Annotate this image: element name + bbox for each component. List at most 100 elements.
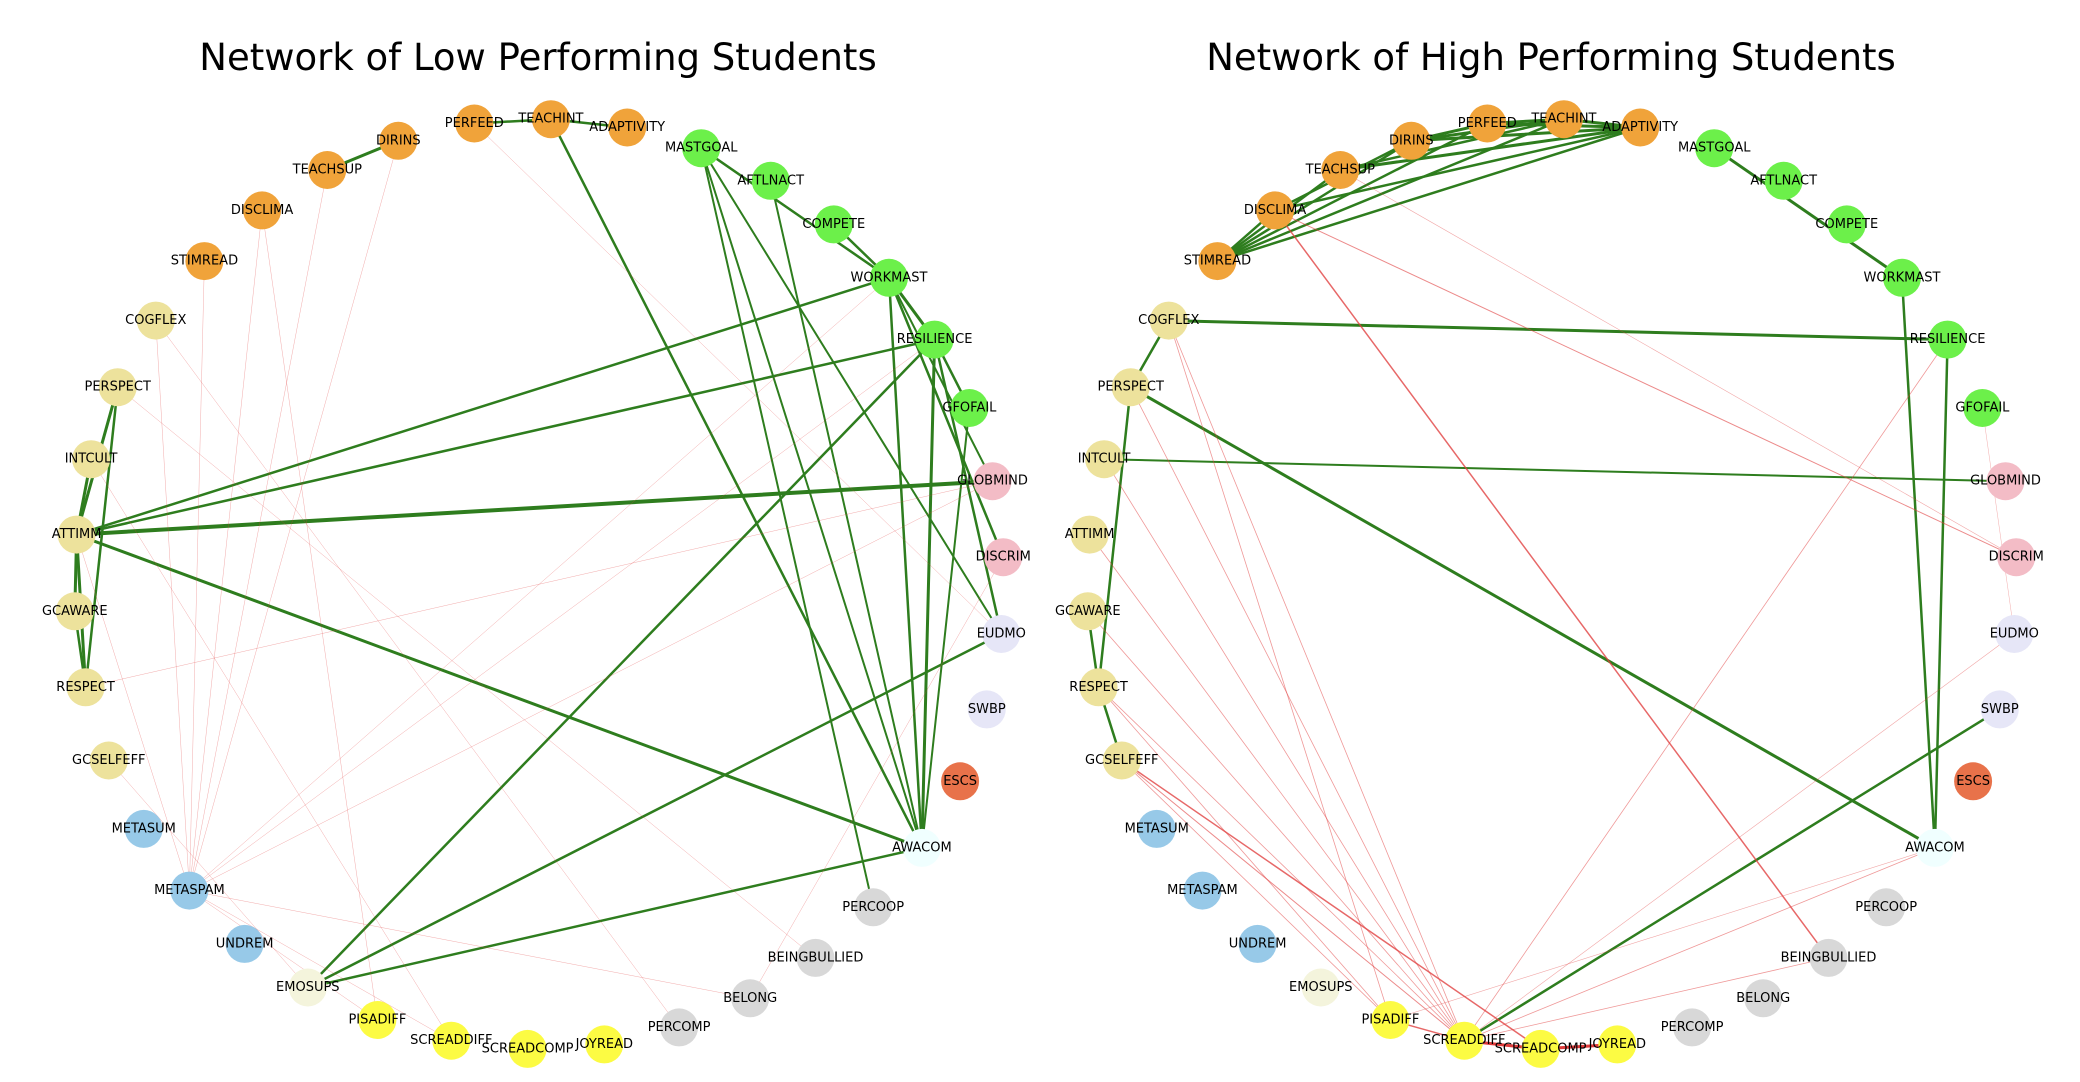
node-circle-dirins — [379, 121, 418, 160]
edge-attimm-globmind — [74, 479, 995, 537]
high-performing-edges — [1086, 117, 2017, 1051]
node-label-eudmo: EUDMO — [977, 627, 1026, 642]
edge-teachsup-discrim — [1340, 169, 2017, 558]
edge-intcult-globmind — [1103, 458, 2007, 483]
node-label-cogflex: COGFLEX — [125, 313, 186, 328]
node-circle-percoop — [854, 888, 893, 927]
node-stimread: STIMREAD — [1184, 242, 1251, 281]
edge-resilience-cogflex — [1167, 319, 1950, 342]
node-metaspam: METASPAM — [1167, 871, 1238, 910]
edge-belong-discrim — [749, 556, 1004, 999]
edge-metaspam-globmind — [189, 480, 993, 891]
edge-aftlnact-awacom — [769, 179, 923, 849]
node-circle-stimread — [185, 242, 224, 281]
node-perspect: PERSPECT — [1097, 368, 1164, 407]
node-label-adaptivity: ADAPTIVITY — [589, 120, 665, 135]
node-resilience: RESILIENCE — [1910, 320, 1985, 359]
node-compete: COMPETE — [1815, 205, 1878, 244]
node-discrim: DISCRIM — [976, 538, 1031, 577]
node-label-respect: RESPECT — [56, 680, 115, 695]
node-intcult: INTCULT — [1078, 440, 1131, 479]
node-dirins: DIRINS — [1389, 121, 1434, 160]
node-circle-mastgoal — [682, 129, 721, 168]
edge-workmast-attimm — [75, 276, 891, 536]
edge-emosups-awacom — [306, 846, 924, 989]
edge-resilience-awacom — [1933, 338, 1949, 850]
edge-screaddiff-cogflex — [1168, 320, 1465, 1042]
node-label-discrim: DISCRIM — [976, 550, 1031, 565]
edge-percomp-cogflex — [155, 320, 680, 1028]
node-swbp: SWBP — [1980, 690, 2019, 729]
node-label-teachsup: TEACHSUP — [292, 163, 362, 178]
node-label-dirins: DIRINS — [376, 133, 421, 148]
node-label-adaptivity: ADAPTIVITY — [1602, 120, 1678, 135]
edge-workmast-awacom — [1900, 276, 1937, 850]
node-discrim: DISCRIM — [1989, 538, 2044, 577]
node-label-emosups: EMOSUPS — [276, 980, 340, 995]
node-label-mastgoal: MASTGOAL — [1678, 141, 1751, 156]
node-label-disclima: DISCLIMA — [1244, 203, 1306, 218]
edge-metaspam-workmast — [189, 277, 890, 891]
node-label-gfofail: GFOFAIL — [1955, 401, 2010, 416]
edge-perspect-respect — [1097, 385, 1132, 689]
edge-metaspam-stimread — [189, 260, 205, 891]
node-circle-intcult — [72, 440, 111, 479]
edge-teachsup-teachint — [1339, 117, 1566, 172]
node-circle-perfeed — [455, 104, 494, 143]
node-perfeed: PERFEED — [1458, 104, 1517, 143]
node-workmast: WORKMAST — [1864, 258, 1941, 297]
node-label-screaddiff: SCREADDIFF — [1423, 1033, 1505, 1048]
node-label-gcselfeff: GCSELFEFF — [1085, 753, 1159, 768]
node-label-compete: COMPETE — [802, 217, 865, 232]
node-label-screadcomp: SCREADCOMP — [1495, 1041, 1587, 1056]
edge-metaspam-teachsup — [189, 169, 328, 891]
node-disclima: DISCLIMA — [1244, 191, 1306, 230]
node-circle-perspect — [1111, 368, 1150, 407]
node-label-beingbullied: BEINGBULLIED — [768, 950, 864, 965]
node-circle-percomp — [1673, 1008, 1712, 1047]
node-teachint: TEACHINT — [1530, 100, 1597, 139]
node-circle-stimread — [1198, 242, 1237, 281]
node-label-percoop: PERCOOP — [842, 900, 904, 915]
node-label-awacom: AWACOM — [1905, 840, 1965, 855]
node-circle-compete — [1827, 205, 1866, 244]
node-circle-workmast — [870, 258, 908, 297]
node-circle-awacom — [902, 828, 941, 867]
node-label-pisadiff: PISADIFF — [348, 1013, 406, 1028]
edge-emosups-eudmo — [306, 632, 1003, 989]
node-label-percoop: PERCOOP — [1855, 900, 1917, 915]
node-label-gcaware: GCAWARE — [42, 604, 108, 619]
edge-metaspam-dirins — [189, 140, 399, 891]
node-circle-teachsup — [308, 151, 347, 189]
node-circle-emosups — [1301, 968, 1340, 1007]
node-label-perfeed: PERFEED — [445, 116, 504, 131]
node-circle-resilience — [1928, 320, 1967, 359]
node-screadcomp: SCREADCOMP — [482, 1029, 574, 1068]
node-mastgoal: MASTGOAL — [665, 129, 738, 168]
edge-perspect-respect — [84, 385, 119, 689]
edge-perspect-beingbullied — [117, 386, 816, 959]
node-respect: RESPECT — [56, 668, 115, 707]
low-performing-network-panel: Network of Low Performing Students PERFE… — [42, 36, 1031, 1068]
high-performing-panel-title: Network of High Performing Students — [1206, 36, 1896, 79]
node-eudmo: EUDMO — [977, 615, 1026, 653]
node-circle-teachint — [531, 100, 570, 139]
node-teachint: TEACHINT — [517, 100, 584, 139]
node-circle-metasum — [1137, 809, 1176, 848]
node-stimread: STIMREAD — [171, 242, 238, 281]
node-label-beingbullied: BEINGBULLIED — [1781, 950, 1877, 965]
node-percomp: PERCOMP — [1661, 1008, 1724, 1047]
node-screaddiff: SCREADDIFF — [1423, 1021, 1505, 1060]
node-mastgoal: MASTGOAL — [1678, 129, 1751, 168]
edge-stimread-teachint — [1216, 117, 1566, 263]
node-circle-intcult — [1085, 440, 1124, 479]
node-aftlnact: AFTLNACT — [737, 161, 804, 200]
node-percomp: PERCOMP — [648, 1008, 711, 1047]
node-label-teachint: TEACHINT — [1530, 112, 1596, 127]
node-circle-aftlnact — [1764, 161, 1803, 200]
node-attimm: ATTIMM — [52, 515, 102, 554]
edge-resilience-eudmo — [933, 338, 1003, 636]
node-circle-metaspam — [1183, 871, 1222, 910]
